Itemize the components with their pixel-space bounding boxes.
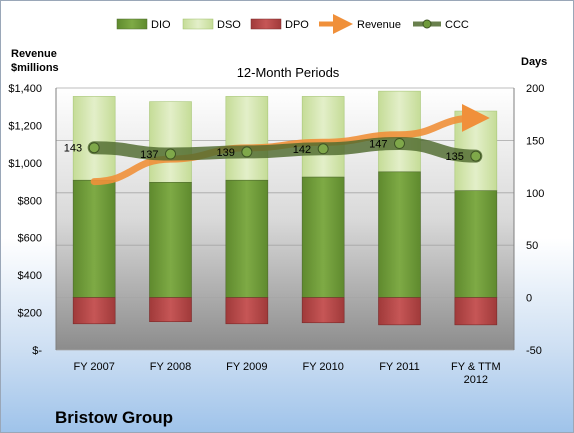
left-axis-ticks: $- $200 $400 $600 $800 $1,000 $1,200 $1,400	[8, 83, 42, 357]
bar-dpo	[454, 297, 498, 326]
ccc-data-label: 137	[140, 149, 158, 161]
x-tick-label: FY & TTM	[451, 361, 501, 373]
left-tick-label: $400	[18, 270, 42, 282]
bar-dso	[72, 96, 116, 181]
right-axis-title: Days	[521, 56, 547, 68]
ccc-point	[394, 138, 405, 150]
right-tick-label: 200	[526, 83, 544, 95]
legend-dpo-label: DPO	[285, 19, 309, 31]
legend-revenue-label: Revenue	[357, 19, 401, 31]
x-tick-label: FY 2010	[302, 361, 343, 373]
left-axis-title-line1: Revenue	[11, 48, 57, 60]
right-axis-ticks: -50 0 50 100 150 200	[526, 83, 544, 357]
right-tick-label: 50	[526, 240, 538, 252]
bar-dpo	[72, 297, 116, 325]
company-name: Bristow Group	[55, 408, 173, 427]
bar-dio	[72, 179, 116, 298]
right-tick-label: 100	[526, 188, 544, 200]
ccc-point	[470, 150, 482, 162]
x-tick-label: FY 2011	[379, 361, 420, 373]
ccc-data-label: 143	[64, 143, 82, 155]
legend-dso-label: DSO	[217, 19, 241, 31]
ccc-point	[317, 143, 329, 155]
bar-dio	[301, 176, 345, 298]
legend-dso-swatch	[182, 18, 214, 30]
legend-dio-label: DIO	[151, 19, 171, 31]
left-tick-label: $1,200	[8, 120, 42, 132]
left-tick-label: $-	[32, 345, 42, 357]
left-axis-title-line2: $millions	[11, 62, 59, 74]
legend: DIO DSO DPO Revenue CCC	[116, 14, 469, 34]
ccc-point	[88, 142, 100, 154]
legend-dpo-swatch	[250, 18, 282, 30]
bar-dpo	[149, 297, 192, 323]
left-tick-label: $1,400	[8, 83, 42, 95]
ccc-data-label: 142	[293, 144, 311, 156]
chart-title: 12-Month Periods	[237, 65, 340, 80]
right-tick-label: 0	[526, 293, 532, 305]
ccc-data-label: 147	[369, 139, 387, 151]
ccc-point	[241, 146, 253, 158]
left-tick-label: $600	[18, 233, 42, 245]
gridlines	[55, 87, 515, 351]
plot-area	[56, 88, 514, 350]
x-tick-label: FY 2007	[73, 361, 114, 373]
legend-dio-swatch	[116, 18, 148, 30]
bar-dio	[149, 182, 192, 298]
bar-dio	[378, 171, 421, 298]
left-tick-label: $800	[18, 195, 42, 207]
ccc-line	[87, 137, 483, 163]
left-tick-label: $200	[18, 308, 42, 320]
x-tick-label: FY 2009	[226, 361, 267, 373]
ccc-series: 143 137 139 142 147 135	[64, 137, 483, 163]
bars	[72, 90, 498, 326]
x-axis-ticks: FY 2007 FY 2008 FY 2009 FY 2010 FY 2011 FY & …	[73, 361, 500, 386]
left-tick-label: $1,000	[8, 158, 42, 170]
bar-dpo	[225, 297, 269, 325]
ccc-data-label: 135	[445, 151, 463, 163]
ccc-point	[165, 148, 176, 160]
right-tick-label: -50	[526, 345, 542, 357]
bar-dso	[301, 96, 345, 178]
right-tick-label: 150	[526, 135, 544, 147]
legend-ccc-marker	[422, 19, 432, 29]
bar-dpo	[301, 297, 345, 324]
ccc-data-label: 139	[216, 147, 234, 159]
x-tick-label: FY 2008	[150, 361, 191, 373]
bar-dio	[225, 179, 269, 298]
legend-ccc-label: CCC	[445, 19, 469, 31]
bar-dso	[149, 101, 192, 183]
bar-dio	[454, 190, 498, 298]
bar-dso	[225, 96, 269, 181]
x-tick-label: 2012	[464, 374, 488, 386]
bar-dpo	[378, 297, 421, 326]
